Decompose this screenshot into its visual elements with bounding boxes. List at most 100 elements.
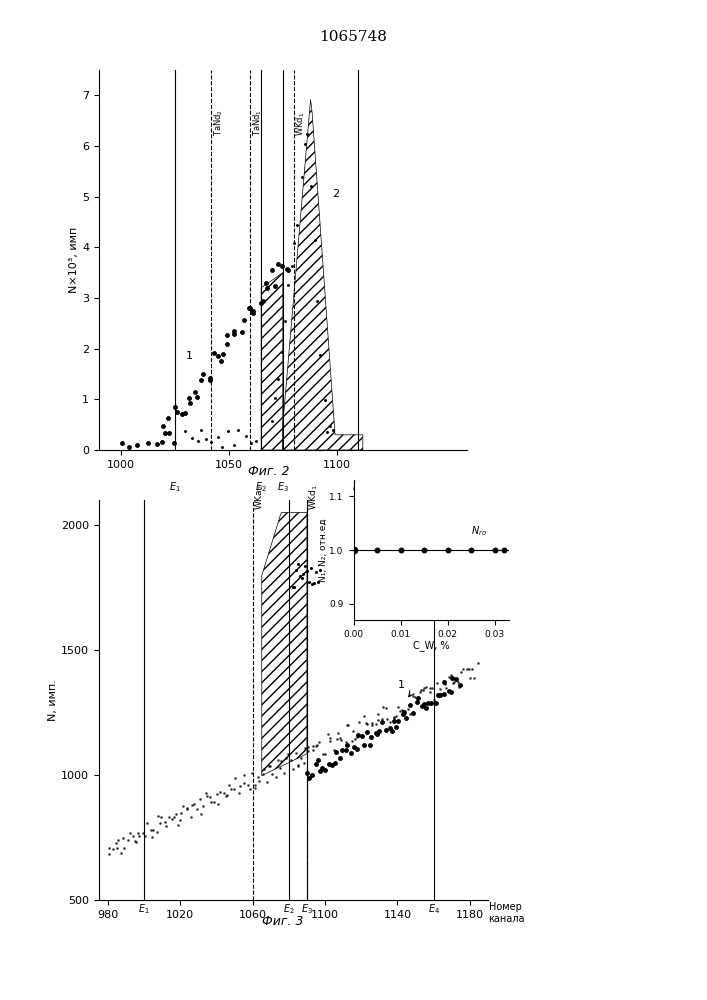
Point [122, 832, 134, 848]
Point [425, 684, 436, 700]
Point [442, 542, 453, 558]
Point [175, 812, 186, 828]
Point [370, 716, 382, 732]
Point [498, 542, 510, 558]
Point [346, 733, 358, 749]
Point [359, 737, 370, 753]
Point [192, 801, 203, 817]
Point [148, 822, 159, 838]
Point [151, 824, 163, 840]
Point [250, 777, 261, 793]
Point [234, 778, 245, 794]
Point [402, 701, 414, 717]
Point [264, 758, 275, 774]
Point [181, 800, 192, 816]
Point [407, 688, 419, 704]
Point [315, 763, 326, 779]
Point [301, 126, 312, 142]
Point [184, 395, 195, 411]
Point [310, 738, 322, 754]
Text: Номер
канала: Номер канала [459, 526, 496, 548]
Point [194, 791, 206, 807]
Point [212, 429, 223, 445]
Point [197, 798, 209, 814]
Point [293, 758, 304, 774]
Point [419, 680, 430, 696]
Point [407, 705, 419, 721]
Text: 1: 1 [185, 351, 192, 361]
Point [314, 734, 325, 750]
Point [311, 293, 322, 309]
Point [273, 256, 284, 272]
Point [166, 811, 177, 827]
Point [238, 767, 250, 783]
Point [432, 687, 443, 703]
Point [404, 697, 415, 713]
Point [453, 679, 464, 695]
Point [308, 575, 320, 591]
Point [276, 344, 288, 360]
Text: Фиг. 2: Фиг. 2 [248, 465, 289, 478]
Point [421, 679, 432, 695]
Point [158, 418, 169, 434]
Point [472, 655, 484, 671]
Point [366, 715, 378, 731]
Point [223, 777, 234, 793]
Point [189, 384, 201, 400]
Point [392, 699, 404, 715]
Point [195, 806, 206, 822]
Point [228, 437, 240, 453]
Point [261, 280, 272, 296]
Point [366, 729, 377, 745]
Point [327, 422, 339, 438]
Point [221, 327, 233, 343]
Point [286, 258, 298, 274]
Point [358, 728, 369, 744]
Point [107, 841, 119, 857]
Point [426, 695, 437, 711]
Point [401, 710, 412, 726]
Point [159, 425, 170, 441]
Point [411, 694, 423, 710]
Point [145, 822, 156, 838]
Point [292, 556, 303, 572]
Point [238, 775, 250, 791]
Point [329, 742, 340, 758]
Point [201, 785, 212, 801]
Point [440, 680, 452, 696]
Point [290, 745, 301, 761]
Point [251, 433, 262, 449]
Point [234, 785, 245, 801]
Point [112, 832, 124, 848]
Point [358, 708, 369, 724]
Point [419, 542, 430, 558]
Point [169, 399, 180, 415]
Point [270, 769, 281, 785]
Point [308, 742, 319, 758]
Point [260, 275, 271, 291]
Point [146, 829, 158, 845]
Text: WKd$_1$: WKd$_1$ [308, 484, 320, 510]
Point [438, 686, 450, 702]
Point [193, 433, 204, 449]
Point [163, 425, 175, 441]
Text: $E_2$: $E_2$ [283, 902, 295, 916]
Point [466, 542, 477, 558]
Text: WKa$_2$: WKa$_2$ [254, 484, 266, 510]
Point [341, 737, 353, 753]
Point [452, 674, 464, 690]
Point [212, 796, 223, 812]
Point [247, 303, 258, 319]
Point [246, 435, 257, 451]
Point [361, 716, 373, 732]
Point [204, 789, 216, 805]
Point [119, 840, 130, 856]
Point [325, 730, 336, 746]
Point [168, 809, 180, 825]
Point [423, 695, 434, 711]
Point [430, 695, 441, 711]
Point [361, 724, 372, 740]
Point [221, 336, 233, 352]
Point [300, 136, 311, 152]
Point [303, 770, 315, 786]
